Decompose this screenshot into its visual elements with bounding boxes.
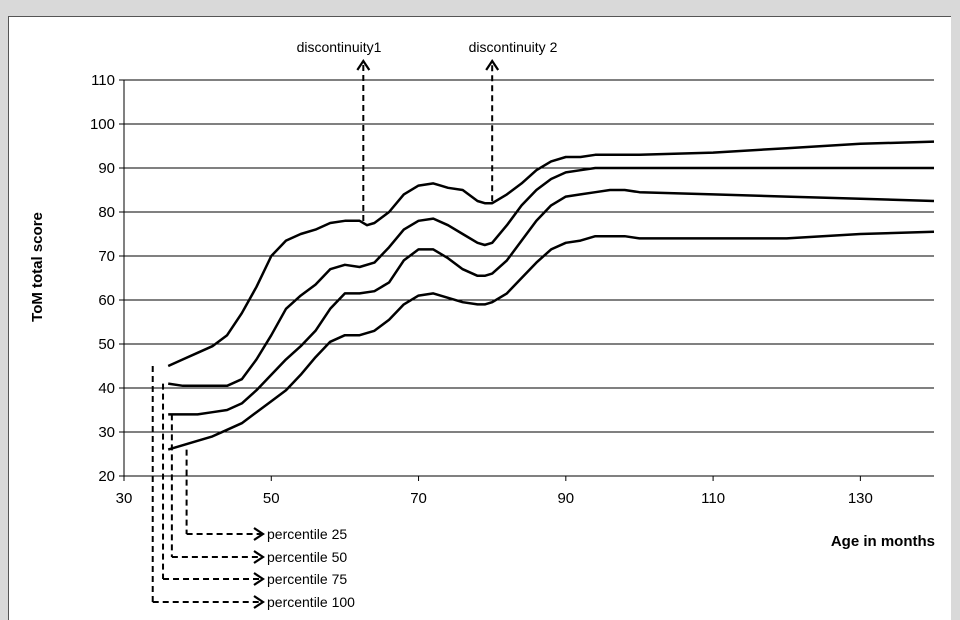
series-lines bbox=[167, 140, 935, 451]
discontinuity-1-arrow-head bbox=[356, 59, 371, 71]
x-axis-label: Age in months bbox=[831, 533, 935, 550]
series-line-percentile-75 bbox=[168, 166, 934, 388]
x-tick-label-90: 90 bbox=[557, 490, 574, 507]
y-tick-label-60: 60 bbox=[98, 292, 115, 309]
y-tick-label-20: 20 bbox=[98, 468, 115, 485]
percentile-75-label: percentile 75 bbox=[267, 571, 347, 587]
y-tick-label-50: 50 bbox=[98, 336, 115, 353]
x-tick-label-130: 130 bbox=[848, 490, 873, 507]
y-tick-label-70: 70 bbox=[98, 248, 115, 265]
discontinuity-2-arrow-head bbox=[485, 59, 500, 71]
x-tick-label-110: 110 bbox=[701, 490, 725, 507]
y-tick-label-110: 110 bbox=[91, 72, 115, 89]
percentile-25-label: percentile 25 bbox=[267, 526, 347, 542]
percentile-callout-percentile-100-arrow-head bbox=[253, 595, 265, 609]
percentile-100-label: percentile 100 bbox=[267, 594, 355, 610]
discontinuity-2-label: discontinuity 2 bbox=[469, 39, 558, 55]
x-tick-label-30: 30 bbox=[116, 490, 133, 507]
series-line-percentile-25 bbox=[167, 230, 935, 451]
y-tick-label-30: 30 bbox=[98, 424, 115, 441]
x-tick-label-50: 50 bbox=[263, 490, 280, 507]
y-tick-label-100: 100 bbox=[90, 116, 115, 133]
gridlines bbox=[124, 79, 934, 433]
x-tick-label-70: 70 bbox=[410, 490, 427, 507]
chart-frame: 20 30 40 50 60 70 80 90 100 110 30 50 70 90 110 130 ToM… bbox=[8, 16, 951, 620]
percentile-callout-percentile-25-arrow-head bbox=[253, 527, 265, 541]
annotations bbox=[151, 59, 500, 609]
y-axis-label: ToM total score bbox=[29, 212, 46, 322]
y-tick-label-90: 90 bbox=[98, 160, 115, 177]
discontinuity-1-label: discontinuity1 bbox=[297, 39, 382, 55]
series-line-percentile-100 bbox=[167, 140, 935, 368]
percentile-50-label: percentile 50 bbox=[267, 549, 347, 565]
percentile-callout-percentile-75-arrow-head bbox=[253, 572, 265, 586]
y-tick-label-40: 40 bbox=[98, 380, 115, 397]
percentile-callout-percentile-50-arrow-head bbox=[253, 550, 265, 564]
series-line-percentile-50 bbox=[168, 188, 935, 416]
y-tick-label-80: 80 bbox=[98, 204, 115, 221]
